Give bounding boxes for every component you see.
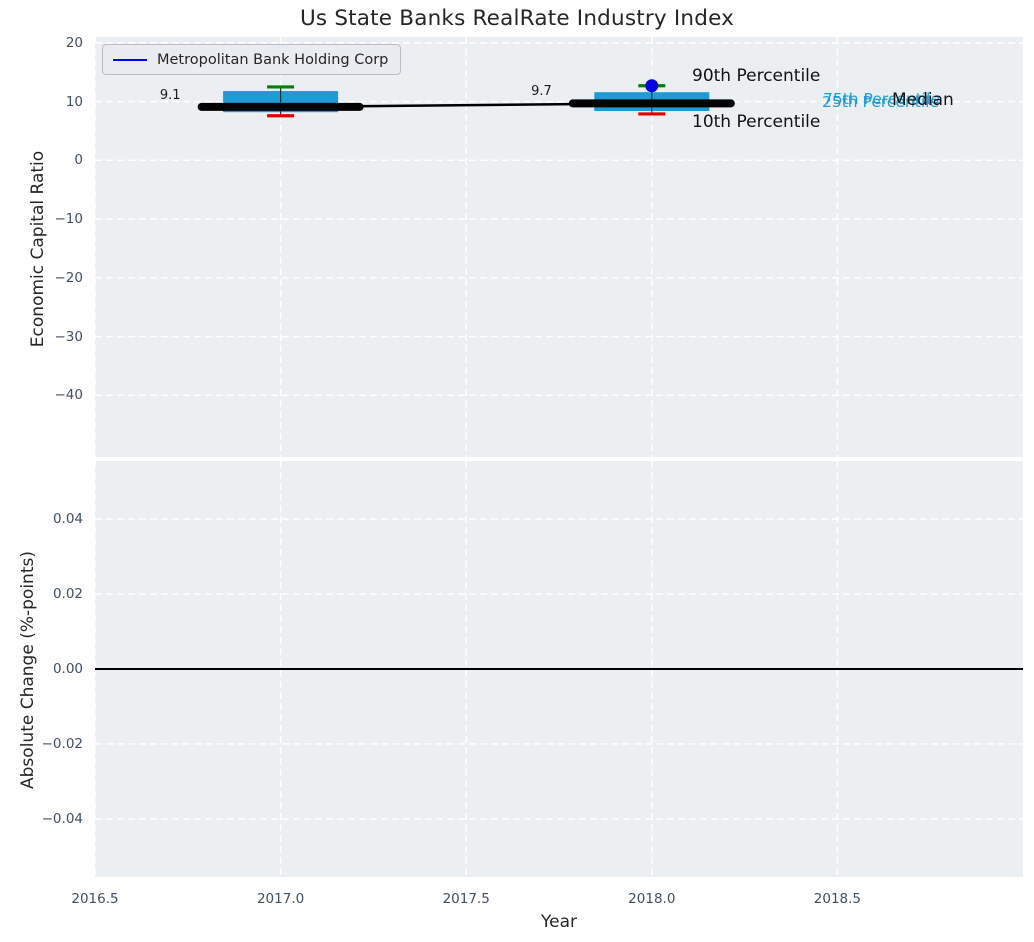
chart-title: Us State Banks RealRate Industry Index — [299, 6, 735, 31]
y-tick-label-bottom: −0.02 — [41, 735, 83, 752]
y-tick-label-top: 0 — [74, 152, 83, 169]
x-tick-label: 2018.5 — [813, 891, 862, 907]
y-tick-label-top: −10 — [54, 211, 84, 228]
y-tick-label-top: 20 — [65, 34, 83, 51]
annotation-10th-percentile: 10th Percentile — [692, 112, 821, 132]
y-tick-label-top: −40 — [54, 387, 84, 404]
legend-line-sample — [113, 58, 147, 61]
median-value-label: 9.1 — [159, 87, 181, 103]
x-axis-label: Year — [541, 912, 577, 932]
x-tick-label: 2016.5 — [71, 891, 119, 907]
y-tick-label-top: −20 — [54, 269, 84, 286]
annotation-75th-percentile: 75th Percentile — [823, 90, 941, 108]
x-tick-label: 2017.5 — [442, 891, 490, 907]
y-tick-label-bottom: 0.02 — [52, 586, 83, 603]
y-tick-label-bottom: 0.04 — [52, 511, 83, 528]
y-tick-label-top: −30 — [54, 328, 84, 345]
annotation-90th-percentile: 90th Percentile — [692, 66, 821, 86]
y-tick-label-top: 10 — [65, 93, 83, 110]
annotation-median: Median — [892, 90, 954, 110]
median-value-label: 9.7 — [531, 84, 552, 100]
y-tick-label-bottom: −0.04 — [41, 810, 83, 827]
x-tick-label: 2017.0 — [256, 891, 305, 907]
legend: Metropolitan Bank Holding Corp — [102, 44, 402, 75]
annotation-25th-percentile: 25th Percentile — [822, 93, 940, 111]
y-tick-label-bottom: 0.00 — [52, 661, 83, 677]
legend-label: Metropolitan Bank Holding Corp — [157, 51, 389, 68]
company-point — [645, 79, 659, 93]
x-tick-label: 2018.0 — [628, 891, 676, 907]
